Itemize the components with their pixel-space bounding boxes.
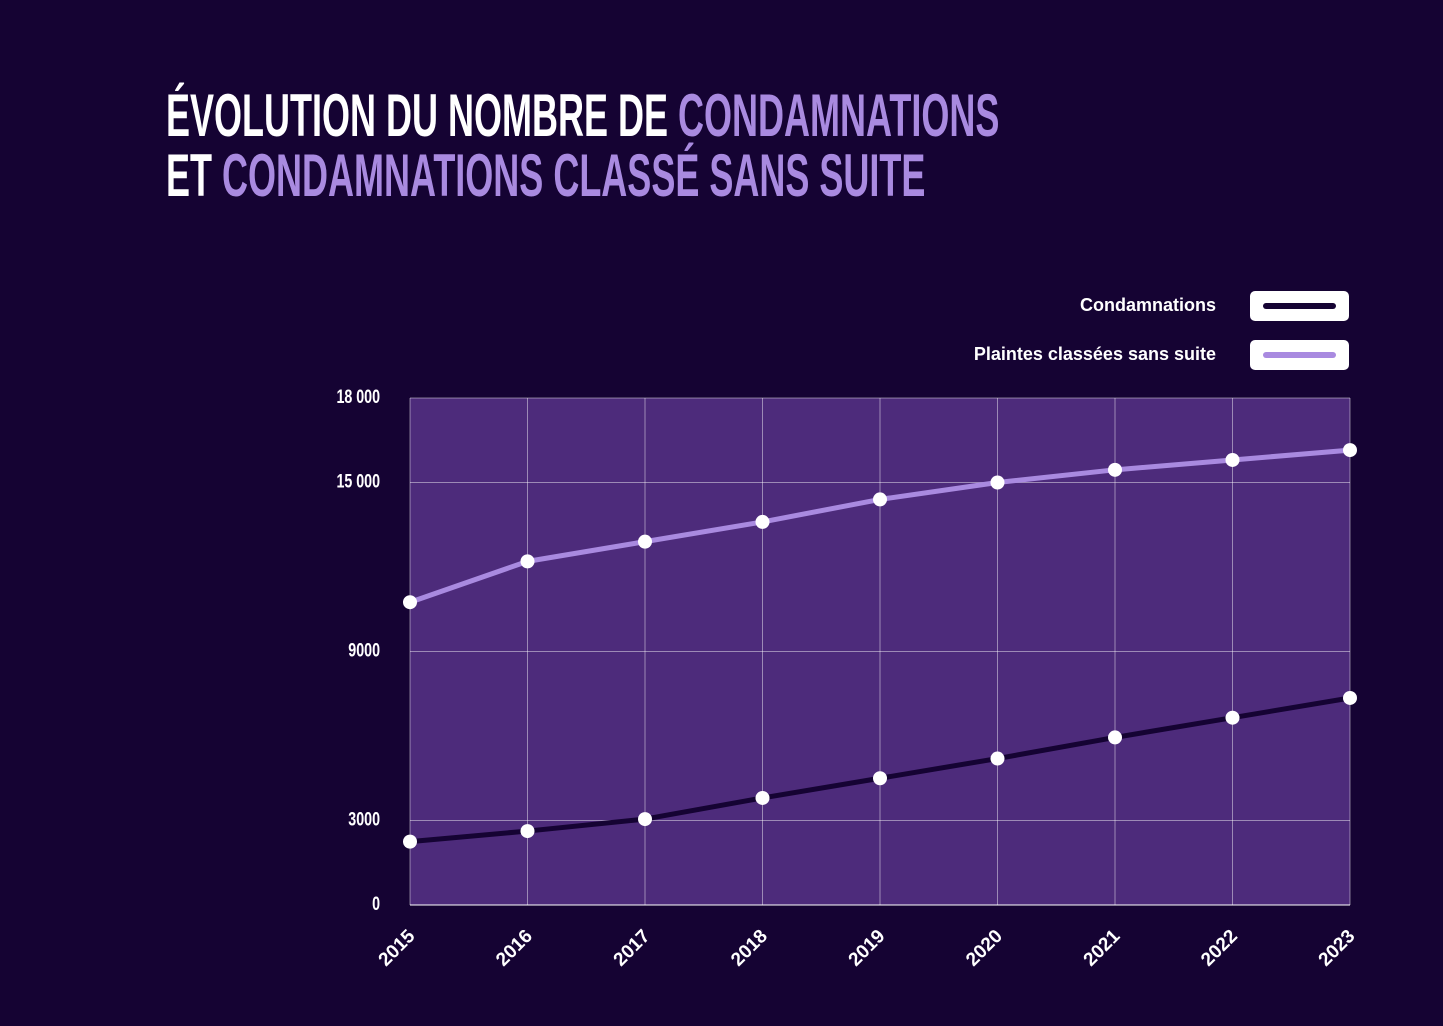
- data-point: [755, 790, 770, 805]
- data-point: [1108, 462, 1122, 477]
- x-tick-label: 2018: [727, 926, 772, 971]
- data-point: [755, 514, 770, 529]
- data-point: [403, 595, 417, 610]
- data-point: [873, 771, 887, 786]
- legend-label: Condamnations: [1080, 295, 1216, 315]
- x-tick-label: 2016: [492, 926, 537, 971]
- x-tick-label: 2017: [610, 926, 655, 971]
- data-point: [638, 812, 652, 827]
- title-line: ÉVOLUTION DU NOMBRE DE CONDAMNATIONS: [166, 86, 999, 146]
- title-highlight: CONDAMNATIONS CLASSÉ SANS SUITE: [222, 142, 926, 209]
- x-tick-label: 2022: [1197, 926, 1242, 971]
- data-point: [638, 534, 652, 549]
- x-tick-label: 2021: [1080, 926, 1125, 971]
- x-tick-label: 2023: [1315, 926, 1360, 971]
- title-part: ÉVOLUTION DU NOMBRE DE: [166, 82, 669, 149]
- legend-label: Plaintes classées sans suite: [974, 344, 1216, 364]
- data-point: [520, 554, 535, 569]
- data-point: [990, 475, 1005, 490]
- x-tick-label: 2019: [845, 926, 890, 971]
- data-point: [873, 492, 887, 507]
- x-tick-label: 2015: [375, 926, 420, 971]
- title-part: ET: [166, 142, 213, 209]
- chart-title: ÉVOLUTION DU NOMBRE DE CONDAMNATIONS ET …: [166, 86, 999, 206]
- y-tick-label: 9000: [348, 640, 380, 661]
- data-point: [403, 834, 417, 849]
- plot-area: [410, 398, 1350, 905]
- data-point: [1225, 710, 1240, 725]
- y-tick-label: 0: [372, 893, 380, 914]
- data-point: [1225, 452, 1240, 467]
- data-point: [1343, 443, 1357, 458]
- data-point: [1343, 690, 1357, 705]
- title-line: ET CONDAMNATIONS CLASSÉ SANS SUITE: [166, 146, 999, 206]
- data-point: [990, 751, 1005, 766]
- x-tick-label: 2020: [962, 926, 1007, 971]
- data-point: [520, 824, 535, 839]
- y-tick-label: 15 000: [336, 471, 380, 492]
- data-point: [1108, 730, 1122, 745]
- y-tick-label: 3000: [348, 809, 380, 830]
- title-highlight: CONDAMNATIONS: [678, 82, 1000, 149]
- y-tick-label: 18 000: [336, 386, 380, 407]
